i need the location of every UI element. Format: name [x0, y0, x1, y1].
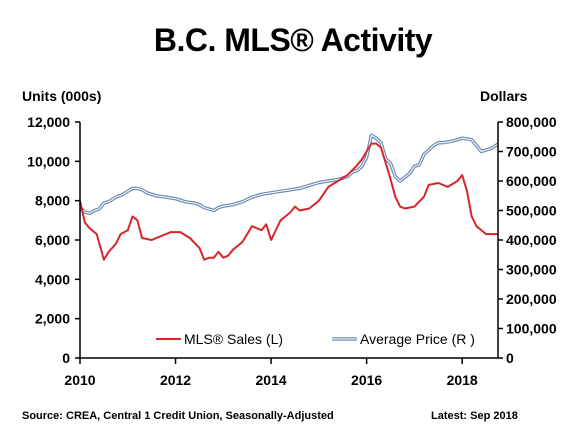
y-right-tick-label: 600,000 [506, 173, 557, 189]
x-tick-label: 2012 [160, 372, 191, 388]
y-right-tick-label: 200,000 [506, 291, 557, 307]
series-line-average-price-inner [79, 134, 499, 214]
y-right-tick-label: 500,000 [506, 203, 557, 219]
y-left-tick-label: 4,000 [35, 271, 70, 287]
x-tick-label: 2018 [447, 372, 478, 388]
x-tick-label: 2010 [64, 372, 95, 388]
y-right-axis-title: Dollars [480, 88, 528, 104]
legend-label-price: Average Price (R ) [360, 331, 475, 347]
y-right-tick-labels: 0 100,000 200,000 300,000 400,000 500,000 600,… [498, 114, 557, 366]
y-right-tick-label: 0 [506, 350, 514, 366]
y-left-tick-label: 6,000 [35, 232, 70, 248]
y-left-tick-label: 12,000 [27, 114, 70, 130]
y-left-tick-labels: 0 2,000 4,000 6,000 8,000 10,000 12,000 [27, 114, 80, 366]
series-line-average-price [78, 133, 499, 216]
y-right-tick-label: 700,000 [506, 144, 557, 160]
source-note: Source: CREA, Central 1 Credit Union, Se… [22, 410, 334, 422]
x-tick-label: 2014 [256, 372, 287, 388]
series-layer [78, 133, 499, 261]
chart-title: B.C. MLS® Activity [153, 22, 433, 58]
y-left-tick-label: 2,000 [35, 311, 70, 327]
x-tick-label: 2016 [351, 372, 382, 388]
y-left-axis-title: Units (000s) [22, 88, 102, 104]
y-left-tick-label: 10,000 [27, 153, 70, 169]
latest-note: Latest: Sep 2018 [431, 410, 518, 422]
y-right-tick-label: 100,000 [506, 321, 557, 337]
y-right-tick-label: 800,000 [506, 114, 557, 130]
series-line-mls-sales [79, 142, 498, 261]
legend-label-sales: MLS® Sales (L) [184, 331, 283, 347]
legend: MLS® Sales (L) Average Price (R ) [156, 331, 475, 347]
y-left-tick-label: 0 [62, 350, 70, 366]
x-tick-labels: 2010 2012 2014 2016 2018 [64, 358, 478, 388]
y-right-tick-label: 300,000 [506, 262, 557, 278]
y-right-tick-label: 400,000 [506, 232, 557, 248]
y-left-tick-label: 8,000 [35, 193, 70, 209]
